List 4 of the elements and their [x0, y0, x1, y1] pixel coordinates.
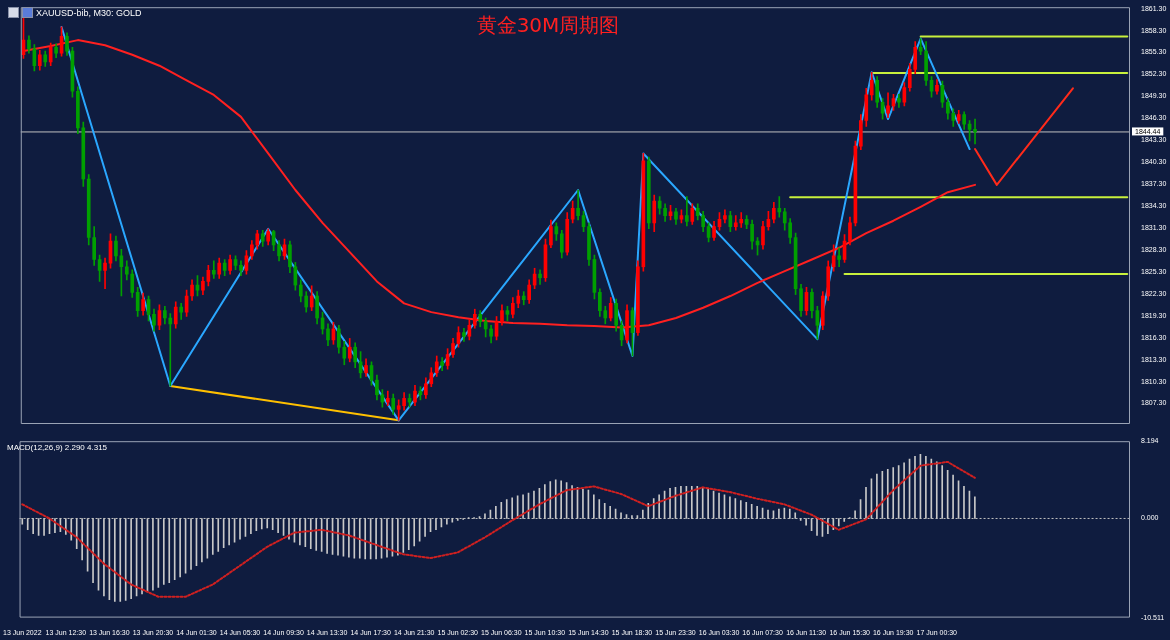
chart-title: MACD(12,26,9) 2.290 4.315	[7, 443, 108, 452]
line-series	[21, 460, 976, 598]
chart-subtitle: XAUUSD-bib, M30: GOLD	[36, 7, 142, 18]
chart-title: 黄金30M周期图	[476, 12, 620, 39]
